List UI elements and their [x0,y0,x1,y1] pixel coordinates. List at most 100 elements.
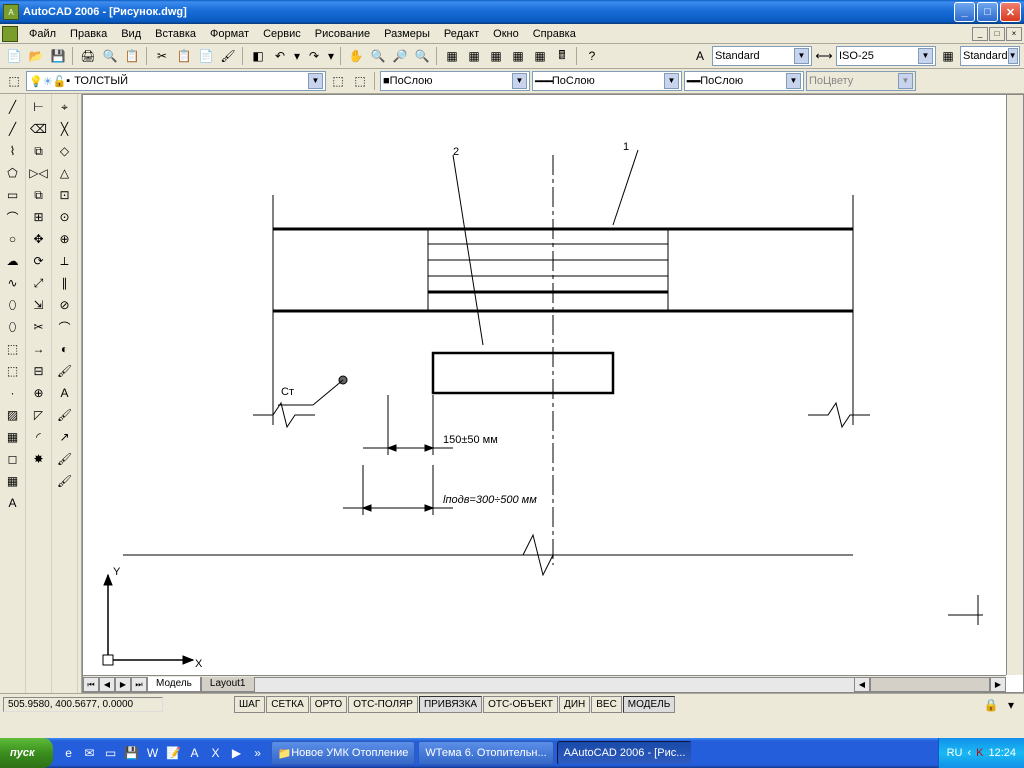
lang-indicator[interactable]: RU [947,747,963,759]
ql-save-icon[interactable]: 💾 [122,743,142,763]
scroll-vertical[interactable] [1006,95,1023,675]
tablestyle-icon[interactable]: ▦ [938,46,958,66]
status-polar[interactable]: ОТС-ПОЛЯР [348,696,418,713]
polygon-icon[interactable]: ⬠ [2,162,24,184]
preview-icon[interactable]: 🔍 [100,46,120,66]
ellipse-icon[interactable]: ⬯ [2,294,24,316]
doc-icon[interactable] [2,26,18,42]
revcloud-icon[interactable]: ☁ [2,250,24,272]
status-grid[interactable]: СЕТКА [266,696,309,713]
redo-icon[interactable]: ↷ [304,46,324,66]
table-style-combo[interactable]: Standard▼ [960,46,1020,66]
ex2-icon[interactable]: ╳ [54,118,76,140]
move-icon[interactable]: ✥ [28,228,50,250]
tp-icon[interactable]: ▦ [486,46,506,66]
layer-combo[interactable]: 💡☀🔓▪ ТОЛСТЫЙ▼ [26,71,326,91]
ql-word-icon[interactable]: W [143,743,163,763]
print-icon[interactable]: 🖨 [78,46,98,66]
close-button[interactable]: ✕ [1000,2,1021,22]
markup-icon[interactable]: ▦ [530,46,550,66]
ql-excel-icon[interactable]: X [206,743,226,763]
menu-drawing[interactable]: Рисование [308,26,377,42]
menu-redact[interactable]: Редакт [437,26,486,42]
tab-layout1[interactable]: Layout1 [201,677,255,692]
drawing-canvas[interactable]: 1 2 Ст 150±50 мм lподв=300÷500 мм Y X ⏮ … [82,94,1024,693]
props-icon[interactable]: ▦ [442,46,462,66]
mdi-min[interactable]: _ [972,27,988,41]
mtext-icon[interactable]: A [2,492,24,514]
explode-icon[interactable]: ✸ [28,448,50,470]
menu-view[interactable]: Вид [114,26,148,42]
mdi-close[interactable]: × [1006,27,1022,41]
insert-icon[interactable]: ⬚ [2,338,24,360]
zoom-win-icon[interactable]: 🔎 [390,46,410,66]
fillet-icon[interactable]: ◜ [28,426,50,448]
undo-icon[interactable]: ↶ [270,46,290,66]
block-icon[interactable]: ◧ [248,46,268,66]
hatch-icon[interactable]: ▨ [2,404,24,426]
ex11-icon[interactable]: ⌒ [54,316,76,338]
status-dyn[interactable]: ДИН [559,696,590,713]
linetype-combo[interactable]: ━━━ ПоСлою▼ [532,71,682,91]
task-folder[interactable]: 📁 Новое УМК Отопление [271,741,416,765]
menu-dimensions[interactable]: Размеры [377,26,437,42]
ex3-icon[interactable]: ◇ [54,140,76,162]
redo-dd-icon[interactable]: ▾ [326,46,336,66]
dim-linear-icon[interactable]: ⊢ [28,96,50,118]
array-icon[interactable]: ⊞ [28,206,50,228]
trim-icon[interactable]: ✂ [28,316,50,338]
menu-insert[interactable]: Вставка [148,26,203,42]
rotate-icon[interactable]: ⟳ [28,250,50,272]
ex12-icon[interactable]: ◐ [54,338,76,360]
ex17-icon[interactable]: 🖌 [54,448,76,470]
ex7-icon[interactable]: ⊕ [54,228,76,250]
ex18-icon[interactable]: 🖌 [54,470,76,492]
ex4-icon[interactable]: △ [54,162,76,184]
ex9-icon[interactable]: ∥ [54,272,76,294]
xline-icon[interactable]: ╱ [2,118,24,140]
status-ortho[interactable]: ОРТО [310,696,347,713]
tab-last-icon[interactable]: ⏭ [131,677,147,692]
start-button[interactable]: пуск [0,738,53,768]
paste-icon[interactable]: 📄 [196,46,216,66]
ex10-icon[interactable]: ⊘ [54,294,76,316]
lineweight-combo[interactable]: ━━ ПоСлою▼ [684,71,804,91]
tray-icon[interactable]: ▾ [1001,695,1021,715]
status-otrack[interactable]: ОТС-ОБЪЕКТ [483,696,558,713]
calc-icon[interactable]: 🖩 [552,46,572,66]
mirror-icon[interactable]: ▷◁ [28,162,50,184]
zoom-prev-icon[interactable]: 🔍 [412,46,432,66]
ql-mail-icon[interactable]: ✉ [80,743,100,763]
help-icon[interactable]: ? [582,46,602,66]
ex16-icon[interactable]: ↗ [54,426,76,448]
layer-state-icon[interactable]: ⬚ [350,71,370,91]
menu-file[interactable]: Файл [22,26,63,42]
tray-arrow-icon[interactable]: ‹ [967,747,971,759]
dimstyle-icon[interactable]: ⟷ [814,46,834,66]
cut-icon[interactable]: ✂ [152,46,172,66]
ssm-icon[interactable]: ▦ [508,46,528,66]
undo-dd-icon[interactable]: ▾ [292,46,302,66]
ellipsearc-icon[interactable]: ⬯ [2,316,24,338]
scroll-left-icon[interactable]: ◀ [854,677,870,692]
dc-icon[interactable]: ▦ [464,46,484,66]
extend-icon[interactable]: → [28,338,50,360]
pan-icon[interactable]: ✋ [346,46,366,66]
menu-format[interactable]: Формат [203,26,256,42]
textstyle-icon[interactable]: A [690,46,710,66]
open-icon[interactable]: 📂 [26,46,46,66]
ex13-icon[interactable]: 🖌 [54,360,76,382]
zoom-rt-icon[interactable]: 🔍 [368,46,388,66]
task-word[interactable]: W Тема 6. Отопительн... [418,741,553,765]
menu-service[interactable]: Сервис [256,26,308,42]
erase-icon[interactable]: ⌫ [28,118,50,140]
ql-desktop-icon[interactable]: ▭ [101,743,121,763]
chamfer-icon[interactable]: ◸ [28,404,50,426]
pline-icon[interactable]: ⌇ [2,140,24,162]
maximize-button[interactable]: □ [977,2,998,22]
point-icon[interactable]: · [2,382,24,404]
status-model[interactable]: МОДЕЛЬ [623,696,675,713]
text-style-combo[interactable]: Standard▼ [712,46,812,66]
tab-prev-icon[interactable]: ◀ [99,677,115,692]
mdi-max[interactable]: □ [989,27,1005,41]
